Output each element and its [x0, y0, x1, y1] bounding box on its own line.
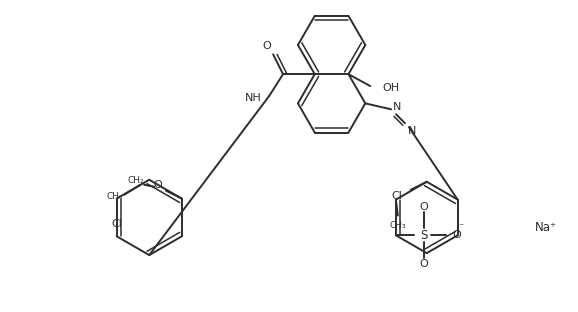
Text: Cl: Cl [391, 191, 402, 201]
Text: CH₃: CH₃ [106, 192, 123, 201]
Text: N: N [407, 126, 416, 136]
Text: NH: NH [244, 93, 261, 103]
Text: S: S [420, 229, 427, 242]
Text: O: O [419, 202, 428, 212]
Text: Cl: Cl [111, 219, 122, 229]
Text: ⁻: ⁻ [458, 222, 464, 232]
Text: O: O [154, 180, 162, 190]
Text: O: O [453, 230, 461, 240]
Text: OH: OH [382, 83, 399, 93]
Text: CH₂: CH₂ [128, 176, 144, 185]
Text: O: O [419, 259, 428, 269]
Text: O: O [263, 41, 272, 51]
Text: CH₃: CH₃ [390, 221, 406, 230]
Text: N: N [393, 102, 401, 112]
Text: Na⁺: Na⁺ [535, 221, 557, 234]
